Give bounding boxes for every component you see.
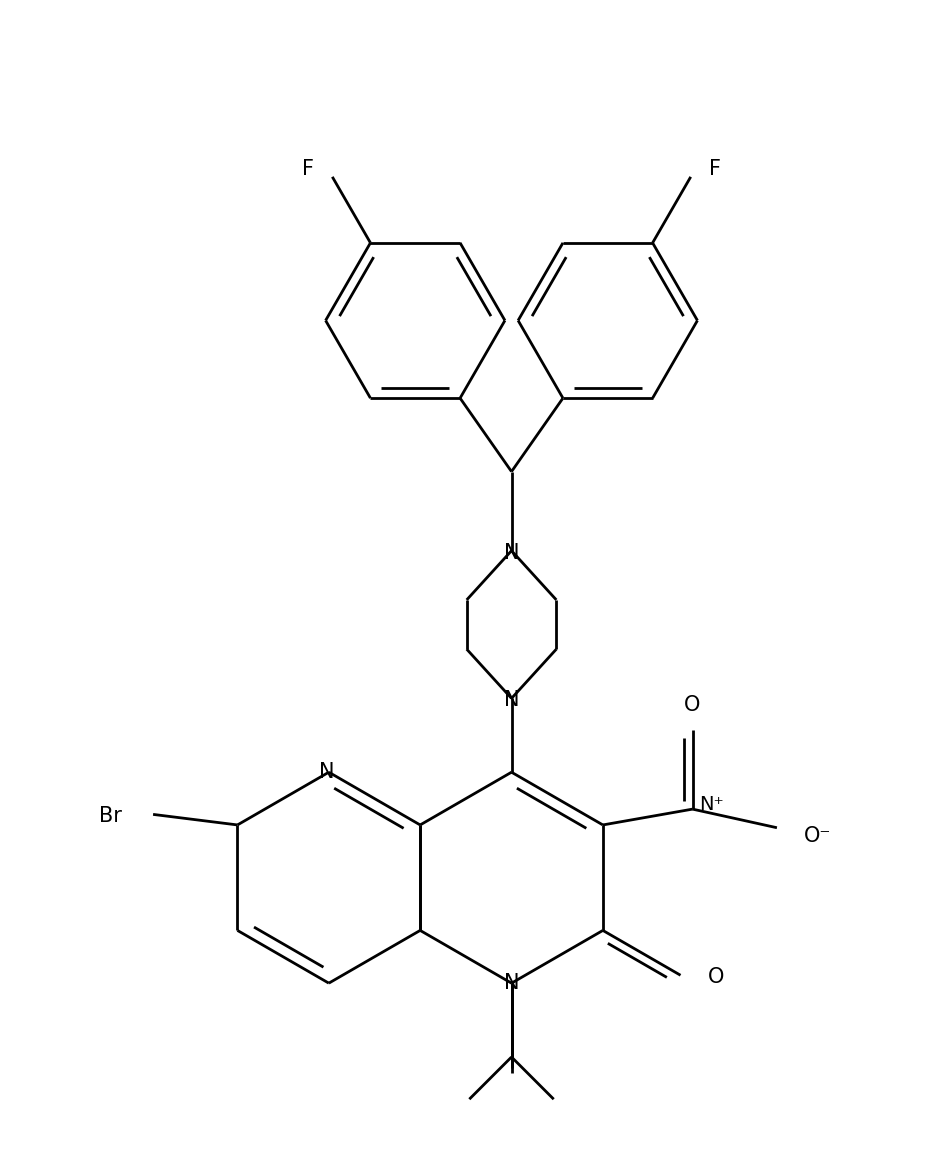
Text: F: F — [710, 159, 722, 179]
Text: N: N — [504, 973, 519, 993]
Text: N: N — [319, 762, 334, 782]
Text: F: F — [301, 159, 313, 179]
Text: N: N — [504, 690, 519, 710]
Text: N⁺: N⁺ — [698, 796, 724, 814]
Text: O: O — [684, 695, 700, 715]
Text: O: O — [708, 967, 724, 987]
Text: N: N — [504, 543, 519, 563]
Text: O⁻: O⁻ — [804, 826, 831, 846]
Text: Br: Br — [100, 806, 122, 826]
